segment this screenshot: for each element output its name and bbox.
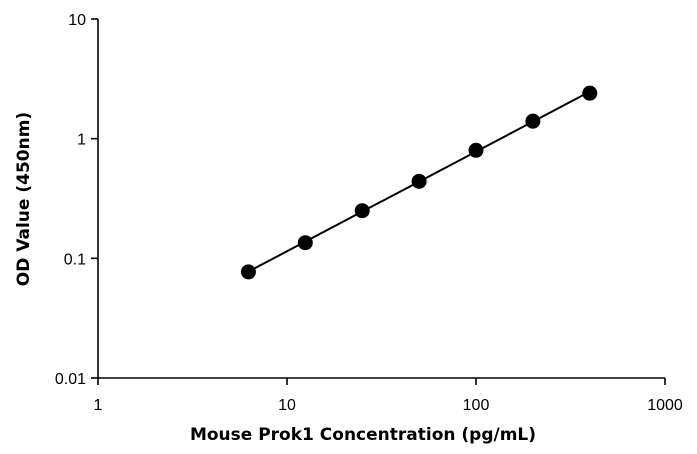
tick-labels: 0.01 0.1 1 10 1 10 100 1000 <box>55 12 683 414</box>
y-tick-label: 1 <box>77 132 86 149</box>
axes <box>97 19 665 379</box>
y-axis-title: OD Value (450nm) <box>14 112 34 286</box>
data-points <box>240 85 598 280</box>
x-axis-title: Mouse Prok1 Concentration (pg/mL) <box>190 425 536 445</box>
y-tick-label: 0.01 <box>55 371 86 388</box>
x-tick-label: 1 <box>94 397 103 414</box>
data-point <box>411 173 427 189</box>
y-tick-label: 0.1 <box>64 251 86 268</box>
data-point <box>468 142 484 158</box>
data-point <box>525 113 541 129</box>
x-tick-label: 1000 <box>647 397 683 414</box>
data-point <box>354 203 370 219</box>
data-point <box>582 85 598 101</box>
data-point <box>297 235 313 251</box>
y-tick-label: 10 <box>68 12 86 29</box>
x-tick-label: 10 <box>278 397 296 414</box>
data-point <box>240 264 256 280</box>
tick-marks <box>91 18 666 385</box>
x-tick-label: 100 <box>463 397 490 414</box>
